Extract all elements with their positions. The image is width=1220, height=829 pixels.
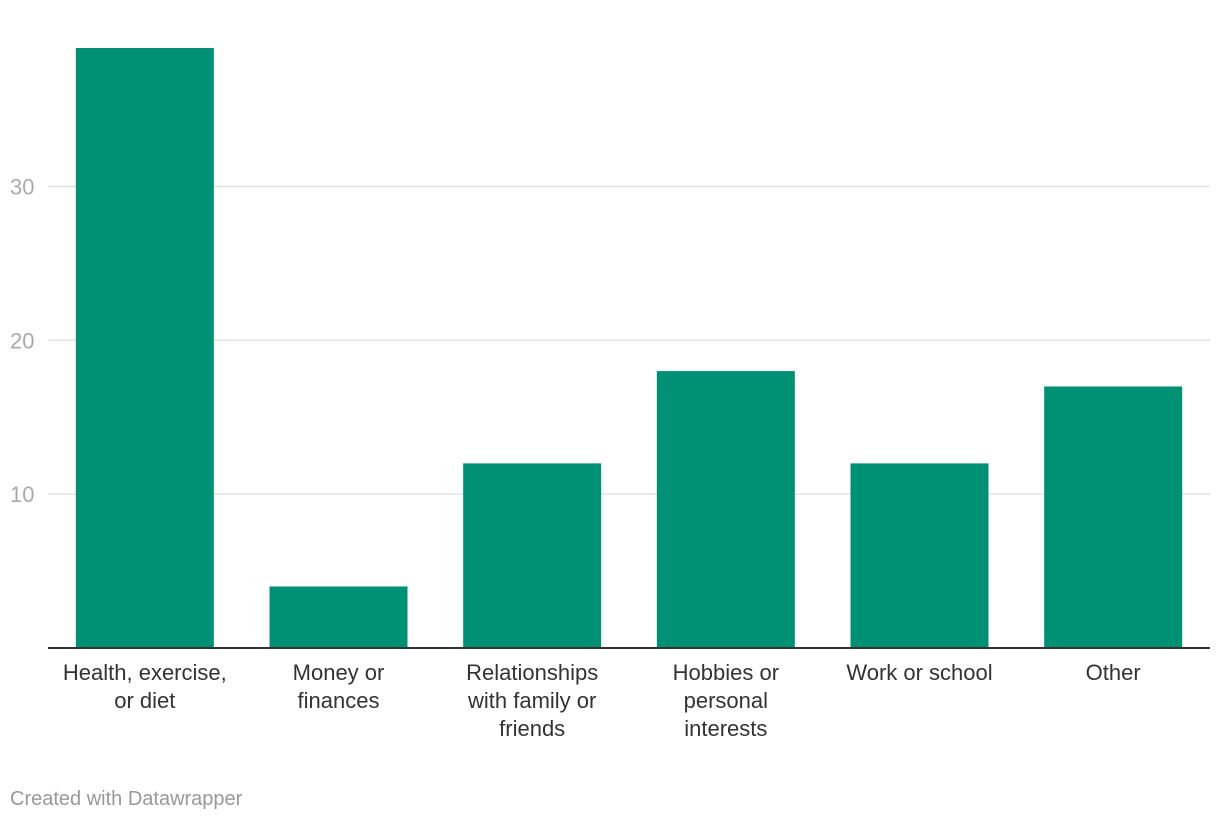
x-category-label-line: Hobbies or [673,660,779,685]
bar-3 [463,463,602,648]
x-category-label-3: Relationships with family or friends [466,660,598,741]
x-category-label-line: Work or school [846,660,992,685]
y-tick-label-10: 10 [10,482,34,507]
bar-5 [850,463,989,648]
x-category-label-5: Work or school [846,660,992,685]
x-category-label-line: Other [1086,660,1141,685]
x-category-label-2: Money or finances [293,660,385,713]
x-category-label-line: finances [298,688,380,713]
x-category-label-line: with family or [467,688,596,713]
bar-2 [269,586,408,648]
bar-1 [75,48,214,648]
x-category-label-line: or diet [114,688,175,713]
x-category-label-line: friends [499,716,565,741]
x-category-label-line: interests [684,716,767,741]
x-category-label-1: Health, exercise, or diet [63,660,227,713]
credit-text: Created with Datawrapper [10,788,243,810]
y-tick-label-20: 20 [10,328,34,353]
x-category-label-line: Health, exercise, [63,660,227,685]
y-axis-ticks: 10 20 30 [10,174,34,507]
x-category-label-6: Other [1086,660,1141,685]
bars [75,48,1183,648]
x-axis-labels: Health, exercise, or diet Money or finances… [63,660,1141,741]
y-tick-label-30: 30 [10,174,34,199]
x-category-label-line: personal [684,688,768,713]
bar-4 [656,371,795,648]
x-category-label-line: Relationships [466,660,598,685]
x-category-label-line: Money or [293,660,385,685]
bar-6 [1044,386,1183,648]
x-category-label-4: Hobbies or personal interests [673,660,779,741]
gridlines [48,185,1210,495]
